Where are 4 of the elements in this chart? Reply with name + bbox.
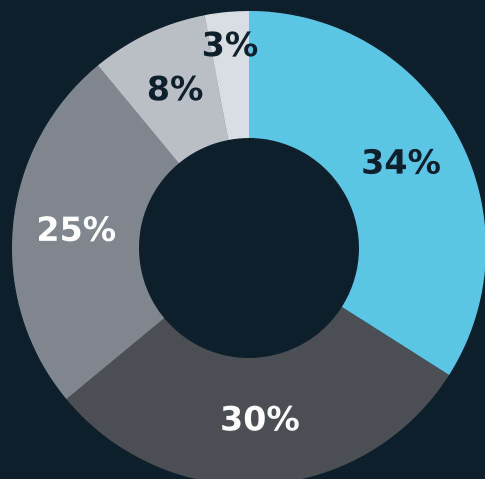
data-label: 30% (222, 406, 299, 431)
data-label: 34% (363, 148, 440, 174)
data-label: 25% (39, 216, 116, 242)
data-label: 8% (148, 75, 202, 101)
